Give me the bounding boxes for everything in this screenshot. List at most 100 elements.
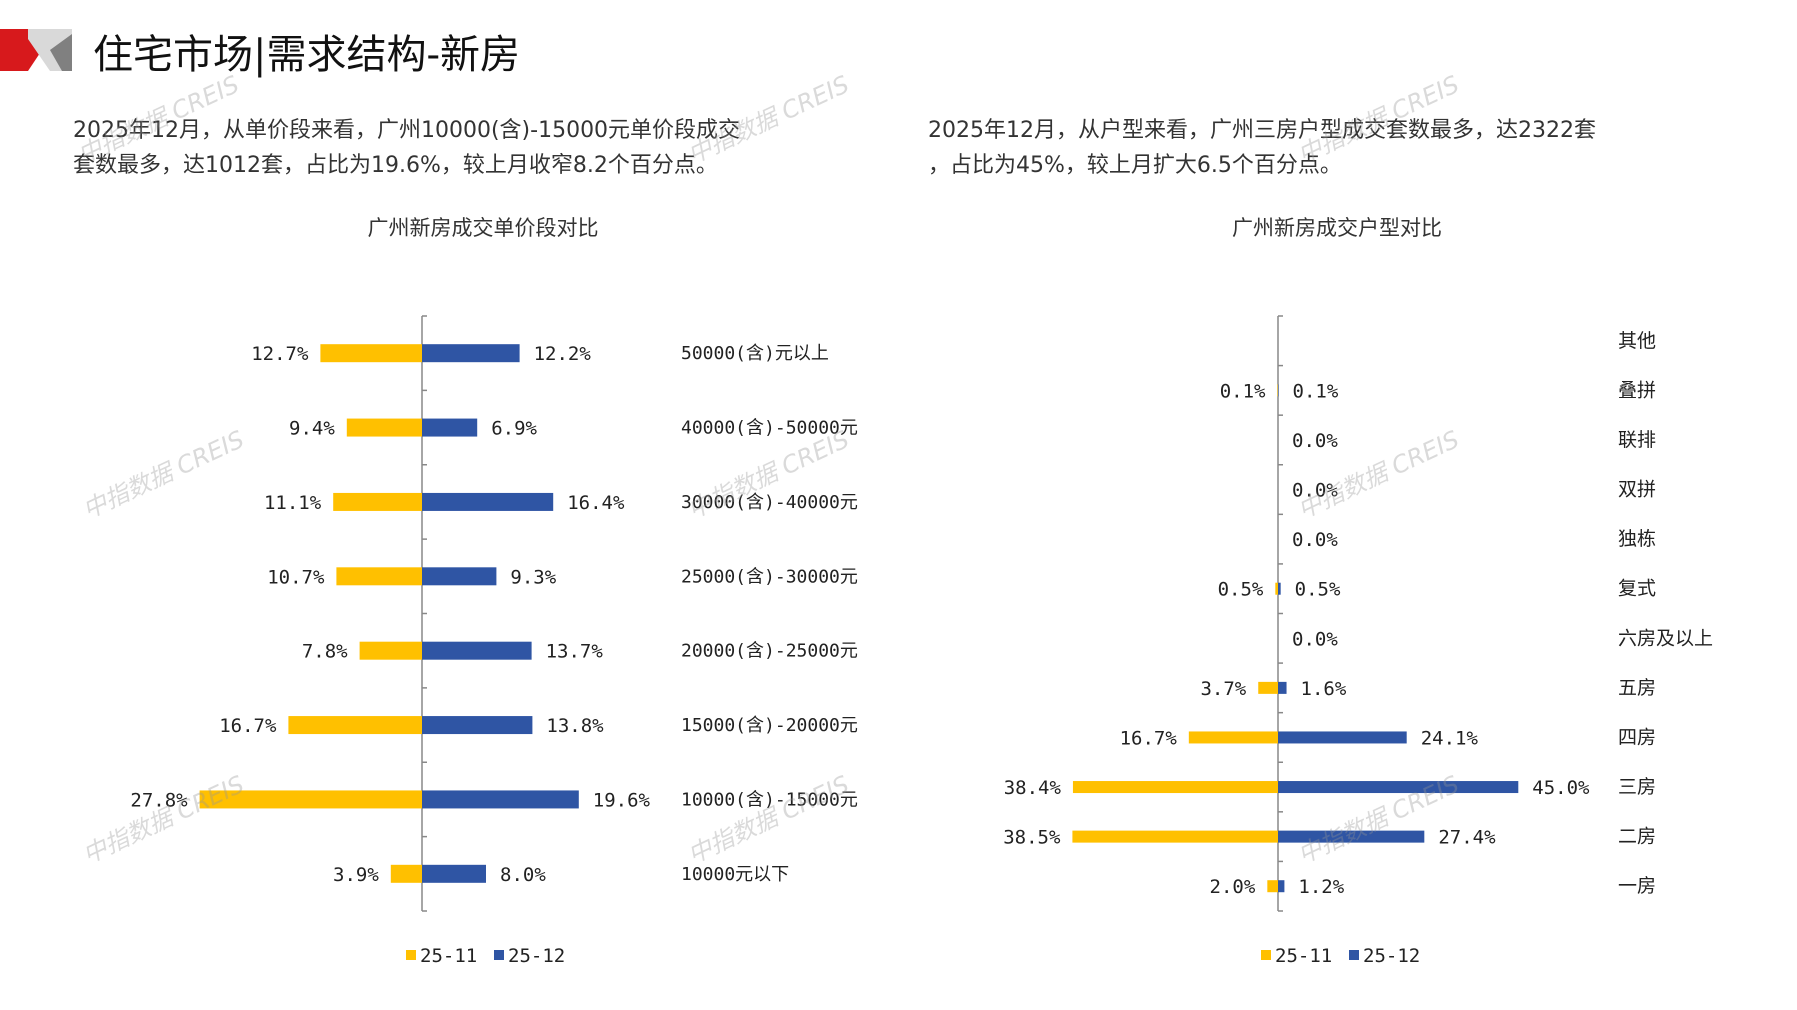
data-label-25-12: 1.2% <box>1298 876 1344 898</box>
category-label: 二房 <box>1618 826 1656 848</box>
bar-25-11 <box>288 716 422 735</box>
legend-label: 25-11 <box>420 945 477 967</box>
bar-25-11 <box>1258 681 1278 694</box>
category-label: 双拼 <box>1618 479 1656 501</box>
category-label: 五房 <box>1618 677 1656 699</box>
left-summary: 2025年12月，从单价段来看，广州10000(含)-15000元单价段成交 套… <box>73 113 873 183</box>
data-label-25-12: 13.7% <box>546 641 604 663</box>
category-label: 40000(含)-50000元 <box>681 418 858 439</box>
category-label: 联排 <box>1618 429 1656 451</box>
data-label-25-12: 16.4% <box>567 492 625 514</box>
category-label: 30000(含)-40000元 <box>681 492 858 513</box>
legend-swatch <box>494 950 504 960</box>
bar-25-11 <box>1188 731 1278 744</box>
page-title: 住宅市场|需求结构-新房 <box>93 32 520 78</box>
legend-swatch <box>1349 950 1359 960</box>
data-label-25-11: 3.7% <box>1200 678 1246 700</box>
category-label: 独栋 <box>1618 528 1656 550</box>
left-summary-line: 套数最多，达1012套，占比为19.6%，较上月收窄8.2个百分点。 <box>73 153 718 178</box>
data-label-25-12: 0.0% <box>1292 529 1338 551</box>
bar-25-12 <box>422 864 486 883</box>
right-summary-line: 2025年12月，从户型来看，广州三房户型成交套数最多，达2322套 <box>928 118 1596 143</box>
right-chart-title: 广州新房成交户型对比 <box>1232 216 1442 240</box>
data-label-25-11: 3.9% <box>333 864 379 886</box>
data-label-25-12: 0.1% <box>1293 380 1339 402</box>
data-label-25-11: 0.1% <box>1220 380 1266 402</box>
category-label: 15000(含)-20000元 <box>681 715 858 736</box>
logo-mark <box>0 29 72 71</box>
data-label-25-11: 2.0% <box>1210 876 1256 898</box>
legend-label: 25-12 <box>1363 945 1420 967</box>
bar-25-11 <box>199 790 422 809</box>
bar-25-11 <box>390 864 422 883</box>
data-label-25-11: 16.7% <box>1120 727 1178 749</box>
data-label-25-12: 8.0% <box>500 864 546 886</box>
data-label-25-12: 0.0% <box>1292 430 1338 452</box>
data-label-25-12: 1.6% <box>1301 678 1347 700</box>
data-label-25-12: 9.3% <box>510 566 556 588</box>
bar-25-11 <box>1072 830 1278 843</box>
right-summary-line: ，占比为45%，较上月扩大6.5个百分点。 <box>928 153 1342 178</box>
legend-label: 25-12 <box>508 945 565 967</box>
bar-25-12 <box>422 790 579 809</box>
left-summary-line: 2025年12月，从单价段来看，广州10000(含)-15000元单价段成交 <box>73 118 741 143</box>
bar-25-12 <box>1278 781 1519 794</box>
bar-25-11 <box>336 567 422 586</box>
bar-25-11 <box>1277 384 1278 397</box>
bar-25-12 <box>1278 830 1425 843</box>
category-label: 10000(含)-15000元 <box>681 789 858 810</box>
left-chart-title: 广州新房成交单价段对比 <box>367 216 599 240</box>
bar-25-12 <box>422 716 533 735</box>
right-summary: 2025年12月，从户型来看，广州三房户型成交套数最多，达2322套 ，占比为4… <box>928 113 1788 183</box>
data-label-25-11: 38.4% <box>1004 777 1062 799</box>
data-label-25-12: 0.5% <box>1295 579 1341 601</box>
data-label-25-11: 0.5% <box>1218 579 1264 601</box>
legend-label: 25-11 <box>1275 945 1332 967</box>
bar-25-12 <box>422 492 554 511</box>
bar-25-11 <box>333 492 422 511</box>
data-label-25-11: 16.7% <box>219 715 277 737</box>
bar-25-11 <box>320 344 422 363</box>
category-label: 一房 <box>1618 875 1656 897</box>
data-label-25-11: 9.4% <box>289 418 335 440</box>
bar-25-12 <box>422 567 497 586</box>
data-label-25-11: 11.1% <box>264 492 322 514</box>
data-label-25-12: 0.0% <box>1292 628 1338 650</box>
category-label: 四房 <box>1618 726 1656 748</box>
bar-25-11 <box>1267 880 1278 893</box>
data-label-25-12: 24.1% <box>1421 727 1479 749</box>
data-label-25-12: 27.4% <box>1438 827 1496 849</box>
category-label: 20000(含)-25000元 <box>681 641 858 662</box>
bar-25-12 <box>422 641 532 660</box>
bar-25-12 <box>422 344 520 363</box>
bar-25-12 <box>1278 582 1281 595</box>
legend-swatch <box>406 950 416 960</box>
bar-25-11 <box>1072 781 1278 794</box>
data-label-25-12: 13.8% <box>546 715 604 737</box>
category-label: 三房 <box>1618 776 1656 798</box>
data-label-25-12: 19.6% <box>593 789 651 811</box>
data-label-25-11: 10.7% <box>267 566 325 588</box>
data-label-25-12: 6.9% <box>491 418 537 440</box>
bar-25-12 <box>1278 681 1287 694</box>
bar-25-12 <box>422 418 478 437</box>
data-label-25-11: 27.8% <box>130 789 188 811</box>
category-label: 50000(含)元以上 <box>681 343 829 364</box>
category-label: 叠拼 <box>1618 379 1656 401</box>
bar-25-11 <box>1275 582 1278 595</box>
bar-25-12 <box>1278 880 1285 893</box>
data-label-25-11: 12.7% <box>251 343 309 365</box>
bar-25-12 <box>1278 731 1407 744</box>
legend-swatch <box>1261 950 1271 960</box>
data-label-25-12: 12.2% <box>534 343 592 365</box>
data-label-25-11: 38.5% <box>1003 827 1061 849</box>
bar-25-12 <box>1278 384 1279 397</box>
data-label-25-12: 45.0% <box>1532 777 1590 799</box>
data-label-25-12: 0.0% <box>1292 480 1338 502</box>
category-label: 六房及以上 <box>1618 627 1713 649</box>
bar-25-11 <box>346 418 422 437</box>
bar-25-11 <box>359 641 422 660</box>
category-label: 复式 <box>1618 578 1656 600</box>
